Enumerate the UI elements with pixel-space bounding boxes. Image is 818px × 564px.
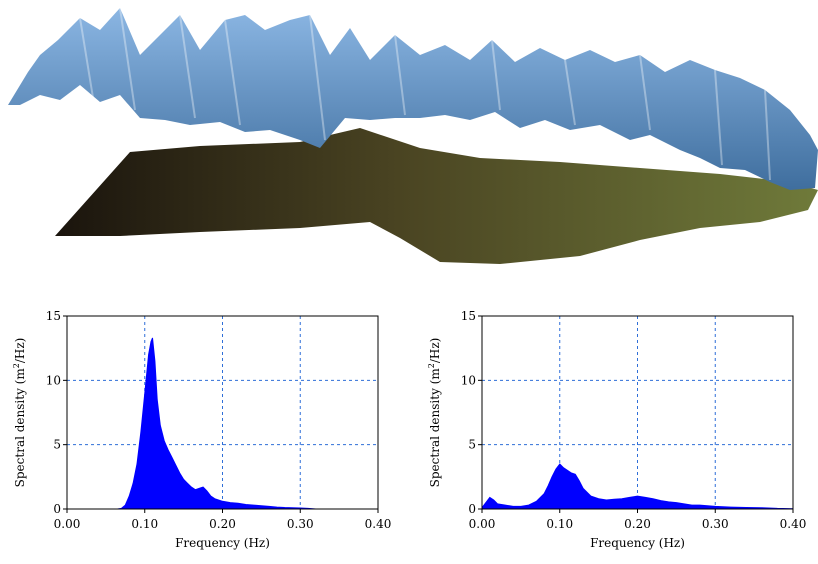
y-tick-label: 10 xyxy=(461,373,476,387)
y-axis-title-tail: /Hz) xyxy=(428,338,442,364)
wave-crest-highlights xyxy=(79,7,771,181)
spectrum-chart-right: 0.00 0.10 0.20 0.30 0.40 0 5 10 15 Frequency (Hz)… xyxy=(415,300,815,564)
spectrum-chart-left-svg: 0.00 0.10 0.20 0.30 0.40 0 5 10 15 Frequency (Hz)… xyxy=(12,309,392,550)
y-axis-title: Spectral density (m2/Hz) xyxy=(427,338,442,488)
x-tick-label: 0.00 xyxy=(469,517,496,531)
wave-surface xyxy=(8,8,818,190)
y-axis-title-tail: /Hz) xyxy=(13,338,27,364)
x-axis-title: Frequency (Hz) xyxy=(590,536,685,550)
y-axis-title-main: Spectral density (m xyxy=(13,368,27,488)
x-tick-label: 0.10 xyxy=(131,517,158,531)
y-tick-label: 5 xyxy=(468,438,476,452)
x-axis-title: Frequency (Hz) xyxy=(175,536,270,550)
y-axis-title-main: Spectral density (m xyxy=(428,368,442,488)
x-tick-label: 0.30 xyxy=(287,517,314,531)
wave-3d-render xyxy=(8,7,818,264)
x-tick-label: 0.20 xyxy=(209,517,236,531)
wave-3d-scene xyxy=(8,7,818,264)
x-tick-label: 0.40 xyxy=(365,517,392,531)
x-tick-label: 0.10 xyxy=(546,517,573,531)
spectrum-area-series-0 xyxy=(117,337,316,510)
y-axis-title-sup: 2 xyxy=(427,363,436,368)
y-tick-label: 15 xyxy=(461,309,476,323)
y-tick-label: 5 xyxy=(53,438,61,452)
x-tick-label: 0.00 xyxy=(54,517,81,531)
y-tick-label: 0 xyxy=(468,502,476,516)
x-tick-label: 0.30 xyxy=(702,517,729,531)
x-tick-label: 0.40 xyxy=(780,517,807,531)
spectrum-chart-right-svg: 0.00 0.10 0.20 0.30 0.40 0 5 10 15 Frequency (Hz)… xyxy=(427,309,807,550)
y-tick-label: 10 xyxy=(46,373,61,387)
spectrum-chart-left: 0.00 0.10 0.20 0.30 0.40 0 5 10 15 Frequency (Hz)… xyxy=(0,300,400,564)
y-tick-label: 0 xyxy=(53,502,61,516)
x-tick-label: 0.20 xyxy=(624,517,651,531)
y-axis-title: Spectral density (m2/Hz) xyxy=(12,338,27,488)
spectrum-area-series-0 xyxy=(481,463,794,510)
y-tick-label: 15 xyxy=(46,309,61,323)
seabed-surface xyxy=(55,128,818,264)
y-axis-title-sup: 2 xyxy=(12,363,21,368)
